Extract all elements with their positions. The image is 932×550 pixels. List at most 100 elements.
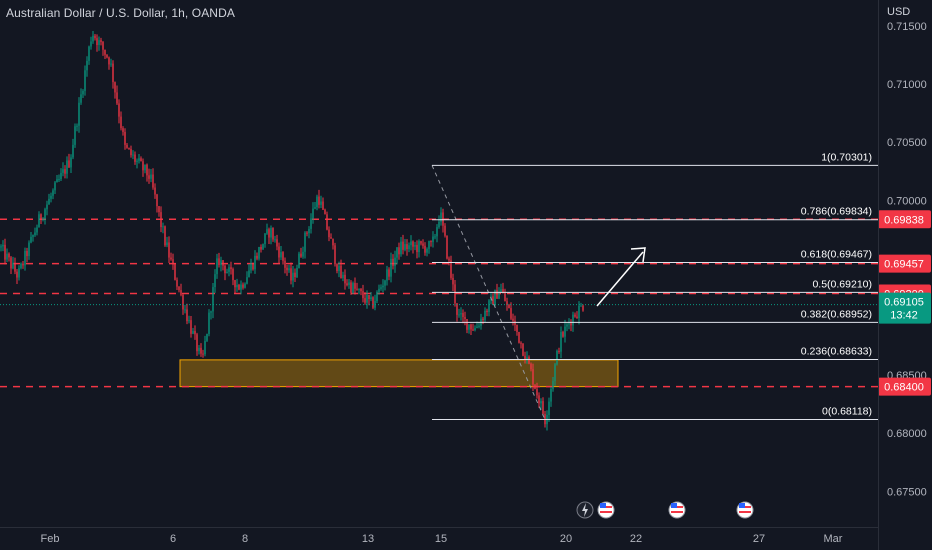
candle xyxy=(380,287,382,289)
candle xyxy=(290,268,292,281)
candle xyxy=(240,284,242,290)
arrow-annotation xyxy=(596,251,644,307)
candle xyxy=(74,126,76,145)
candle xyxy=(316,196,318,208)
candle xyxy=(550,389,552,402)
candle xyxy=(420,241,422,244)
candle xyxy=(376,291,378,302)
candle xyxy=(408,245,410,250)
fib-level-label: 0.5(0.69210) xyxy=(812,278,872,290)
candle xyxy=(2,244,4,247)
level-price-text: 0.68400 xyxy=(884,382,924,394)
candle xyxy=(50,195,52,199)
candle xyxy=(38,214,40,228)
candle xyxy=(472,329,474,331)
candle xyxy=(312,208,314,219)
candle xyxy=(392,258,394,267)
candle xyxy=(214,274,216,288)
flag-icon[interactable] xyxy=(597,501,615,519)
time-axis-tick: 15 xyxy=(435,533,447,545)
candle xyxy=(114,82,116,93)
candle xyxy=(416,245,418,253)
candle xyxy=(186,309,188,322)
candle xyxy=(104,49,106,55)
symbol-title[interactable]: Australian Dollar / U.S. Dollar, 1h, OAN… xyxy=(6,6,235,20)
candle xyxy=(486,310,488,313)
candle xyxy=(308,228,310,234)
candle xyxy=(276,239,278,247)
candle xyxy=(212,287,214,312)
candle xyxy=(174,264,176,280)
candle xyxy=(434,236,436,238)
candle xyxy=(16,271,18,278)
candle xyxy=(252,263,254,270)
candle xyxy=(368,294,370,300)
candle xyxy=(274,239,276,241)
candle xyxy=(48,198,50,205)
flag-icon[interactable] xyxy=(668,501,686,519)
candle xyxy=(42,218,44,220)
candle xyxy=(388,269,390,277)
level-price-text: 0.69457 xyxy=(884,259,924,271)
candle xyxy=(194,330,196,335)
candle xyxy=(456,303,458,315)
time-axis-tick: 27 xyxy=(753,533,765,545)
candle xyxy=(140,158,142,162)
candle xyxy=(428,241,430,249)
candle xyxy=(266,229,268,234)
candle xyxy=(372,297,374,308)
candle xyxy=(502,289,504,293)
candle xyxy=(466,319,468,330)
candle xyxy=(92,35,94,42)
candle xyxy=(80,94,82,103)
candle xyxy=(152,174,154,188)
candle xyxy=(324,209,326,215)
candle xyxy=(100,40,102,42)
candle xyxy=(228,267,230,272)
currency-label: USD xyxy=(887,6,911,18)
candle xyxy=(282,252,284,261)
fib-level-label: 1(0.70301) xyxy=(821,151,872,163)
candle xyxy=(356,288,358,290)
time-axis-tick: 22 xyxy=(630,533,642,545)
candle xyxy=(142,161,144,171)
fib-level-label: 0.236(0.68633) xyxy=(801,346,872,358)
candle xyxy=(122,128,124,132)
candle xyxy=(136,160,138,162)
candle xyxy=(250,263,252,271)
candle xyxy=(40,214,42,220)
candle xyxy=(210,311,212,313)
candle xyxy=(158,206,160,213)
candle xyxy=(564,326,566,337)
candle xyxy=(338,265,340,271)
candle xyxy=(176,279,178,287)
candle xyxy=(578,305,580,318)
candle xyxy=(222,260,224,266)
candle xyxy=(8,253,10,258)
fib-level-label: 0.786(0.69834) xyxy=(801,206,872,218)
candle xyxy=(76,125,78,127)
candle xyxy=(520,342,522,344)
candle xyxy=(542,401,544,414)
lightning-icon[interactable] xyxy=(576,501,594,519)
candle xyxy=(218,258,220,266)
candle xyxy=(538,395,540,404)
time-axis-tick: 13 xyxy=(362,533,374,545)
price-axis-divider xyxy=(878,0,879,550)
price-axis-tick: 0.70500 xyxy=(887,137,927,149)
flag-icon[interactable] xyxy=(736,501,754,519)
candle xyxy=(46,204,48,210)
candle xyxy=(272,227,274,240)
candle xyxy=(6,253,8,260)
candle xyxy=(118,103,120,117)
candle xyxy=(342,274,344,279)
candle xyxy=(562,332,564,337)
candle xyxy=(166,242,168,246)
candle xyxy=(568,323,570,325)
candle xyxy=(386,269,388,281)
candle xyxy=(336,264,338,271)
candle xyxy=(82,90,84,95)
candle xyxy=(552,381,554,390)
candle xyxy=(410,241,412,246)
